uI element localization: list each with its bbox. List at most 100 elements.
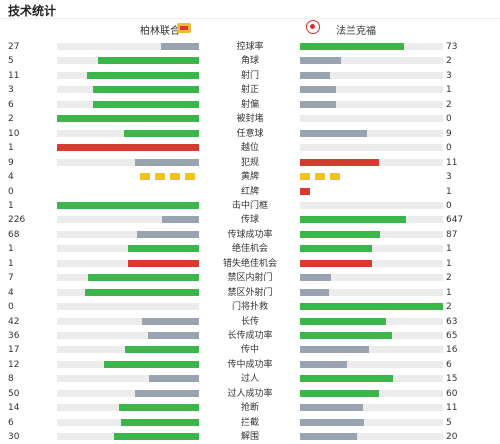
stat-row: 27 控球率 73 [0,40,500,54]
away-value: 20 [446,432,458,443]
away-value: 1 [446,287,452,298]
away-bar-track [300,360,443,368]
stat-row: 36 长传成功率 65 [0,329,500,343]
stat-row: 50 过人成功率 60 [0,387,500,401]
stat-label: 击中门框 [231,200,268,211]
stat-row: 4 黄牌 3 [0,170,500,184]
home-bar-fill [147,332,199,339]
away-value: 2 [446,99,452,110]
stat-label: 黄牌 [240,172,259,183]
stat-label: 禁区外射门 [227,287,273,298]
home-bar-fill [86,71,199,79]
home-bar-fill [113,433,199,441]
home-bar-fill [98,57,199,65]
stat-label: 绝佳机会 [231,244,268,255]
stat-row: 10 任意球 9 [0,127,500,141]
away-bar-fill [300,303,443,311]
stat-row: 6 射偏 2 [0,98,500,112]
stat-label: 控球率 [236,42,264,52]
stat-label: 犯规 [240,157,259,168]
away-bar-fill [300,230,381,238]
stat-row: 0 门将扑救 2 [0,300,500,314]
stat-row: 9 犯规 11 [0,156,500,170]
home-bar-track [57,259,199,267]
home-value: 11 [8,70,20,81]
away-bar-track [300,245,443,253]
away-bar-fill [300,288,329,296]
home-bar-fill [92,100,199,108]
away-value: 0 [446,200,452,211]
home-team-name: 柏林联合 [140,26,180,37]
home-value: 50 [8,388,20,399]
home-bar-track [57,216,199,224]
yellow-card-icon [315,173,325,181]
home-bar-track [57,317,199,325]
away-value: 63 [446,316,458,327]
away-bar-track [300,404,443,412]
away-bar-track [300,418,443,426]
stat-row: 1 绝佳机会 1 [0,242,500,256]
stat-label: 拦截 [240,417,259,428]
home-bar-track [57,201,199,209]
away-bar-track [300,158,443,166]
stat-row: 17 传中 16 [0,343,500,357]
yellow-card-icon [300,173,310,181]
stat-label: 错失绝佳机会 [222,258,277,269]
stat-label: 传球成功率 [227,229,273,240]
home-bar-track [57,375,199,383]
away-value: 11 [446,157,458,168]
away-bar-fill [300,57,342,65]
stat-label: 过人成功率 [227,388,273,399]
home-bar-track [57,346,199,354]
away-bar-track [300,86,443,94]
stat-label: 射门 [240,70,259,81]
away-value: 6 [446,359,452,370]
home-value: 68 [8,229,20,240]
away-value: 1 [446,186,452,197]
home-value: 1 [8,200,14,211]
away-bar-track [300,303,443,311]
home-cards [140,173,200,181]
away-bar-fill [300,274,332,282]
home-bar-track [57,71,199,79]
home-bar-fill [160,43,199,50]
home-value: 0 [8,302,14,313]
home-value: 3 [8,85,14,96]
away-value: 1 [446,85,452,96]
away-value: 2 [446,273,452,284]
home-bar-track [57,115,199,123]
home-bar-fill [125,346,199,354]
stat-row: 7 禁区内射门 2 [0,271,500,285]
stat-label: 长传 [240,316,259,327]
away-bar-fill [300,332,392,339]
away-cards [300,187,360,196]
stat-row: 5 角球 2 [0,54,500,68]
away-value: 2 [446,56,452,67]
home-bar-track [57,245,199,253]
home-bar-fill [149,375,199,383]
stat-label: 传中成功率 [227,359,273,370]
home-bar-track [57,43,199,50]
away-value: 9 [446,128,452,139]
red-card-icon [300,187,310,195]
home-bar-track [57,288,199,296]
home-value: 27 [8,42,20,52]
home-bar-track [57,303,199,311]
stat-row: 30 解围 20 [0,430,500,444]
stat-row: 12 传中成功率 6 [0,358,500,372]
away-value: 15 [446,374,458,385]
home-value: 7 [8,273,14,284]
away-bar-track [300,288,443,296]
away-bar-track [300,389,443,397]
stat-label: 门将扑救 [231,302,268,313]
away-bar-fill [300,389,379,397]
stat-label: 解围 [240,432,259,443]
home-value: 17 [8,345,20,356]
away-bar-track [300,375,443,383]
home-bar-track [57,274,199,282]
away-bar-track [300,57,443,65]
home-bar-track [57,144,199,152]
away-bar-fill [300,375,393,383]
away-value: 1 [446,258,452,269]
stat-row: 1 越位 0 [0,141,500,155]
